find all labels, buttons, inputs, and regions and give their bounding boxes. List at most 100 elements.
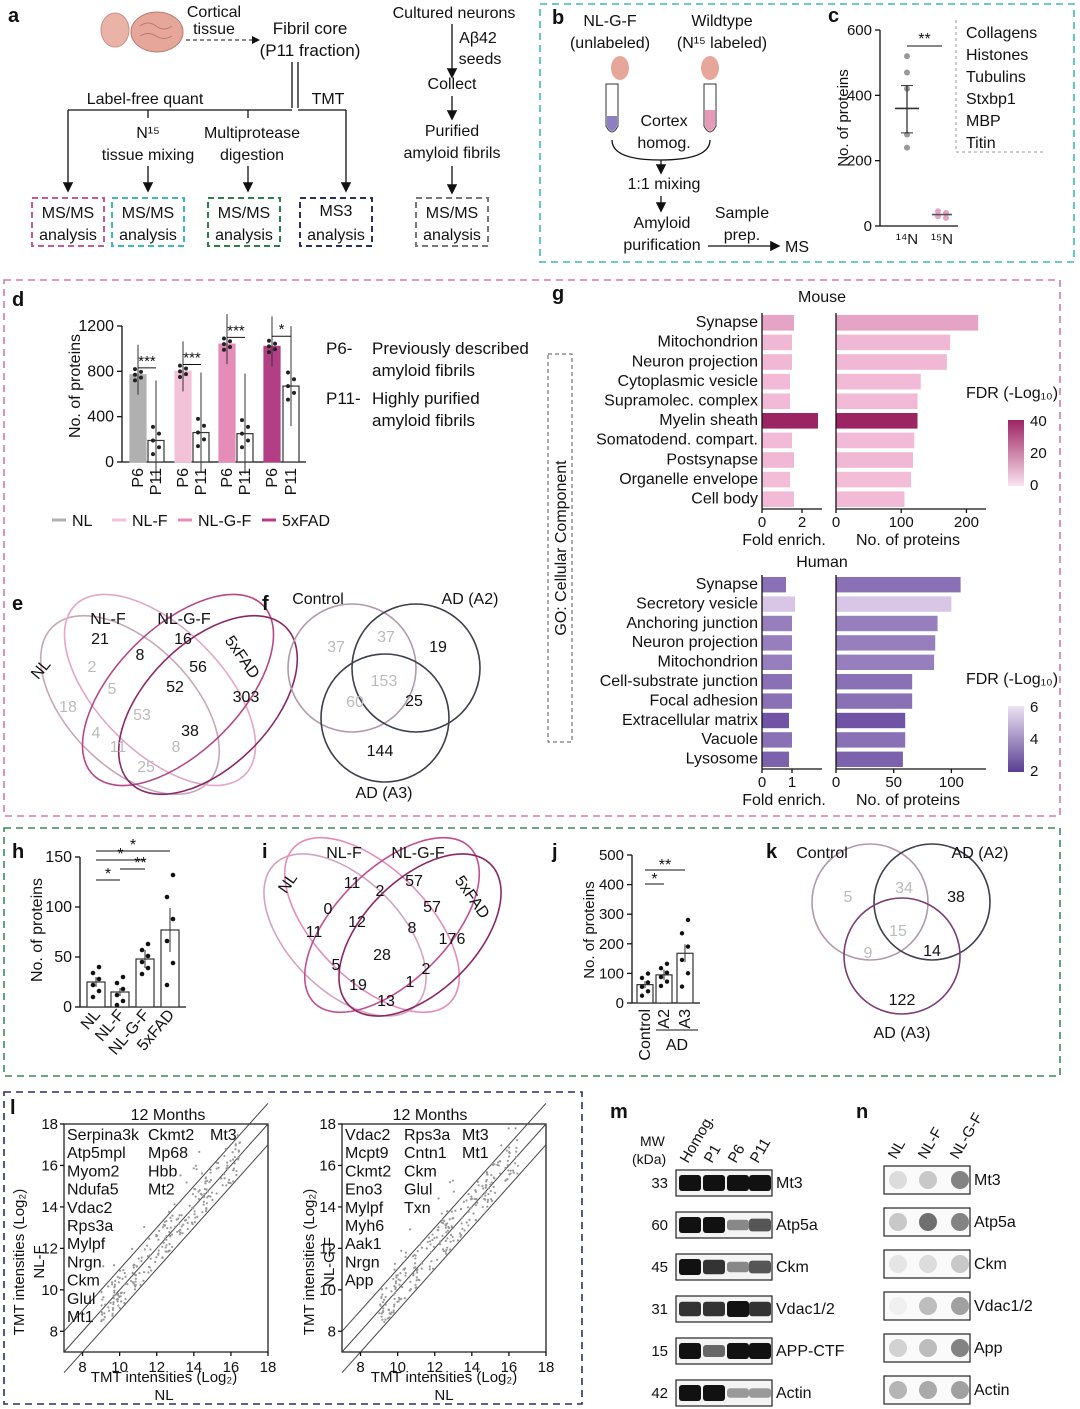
- h-point: [170, 872, 176, 878]
- l-point: [489, 1183, 492, 1186]
- venn-f-count: 25: [405, 693, 423, 710]
- l-point: [398, 1283, 401, 1286]
- n-protein-label: Atp5a: [974, 1214, 1016, 1231]
- j-point: [658, 974, 664, 980]
- d-point: [246, 438, 250, 443]
- l-point: [100, 1291, 103, 1294]
- n-dot: [951, 1213, 969, 1231]
- l-point: [449, 1240, 452, 1243]
- l-point: [187, 1216, 190, 1219]
- g-mouse-fold-bar: [762, 452, 794, 468]
- d-note-p6-line1: Previously described: [372, 339, 529, 358]
- m-band: [679, 1259, 701, 1275]
- l-point: [484, 1183, 488, 1186]
- l-point: [451, 1217, 454, 1220]
- j-point: [685, 917, 691, 923]
- l-gene-label: Myh6: [345, 1218, 384, 1235]
- l-point: [167, 1210, 171, 1213]
- label-free-label: Label-free quant: [87, 91, 204, 108]
- l-point: [123, 1302, 126, 1305]
- g-mouse-term: Neuron projection: [632, 353, 758, 370]
- m-band: [727, 1175, 749, 1191]
- l-point: [142, 1271, 146, 1274]
- n-lane-label: NL: [885, 1137, 909, 1162]
- n-dot: [919, 1171, 937, 1189]
- m-band: [679, 1385, 701, 1401]
- m-band: [703, 1175, 725, 1191]
- l-point: [113, 1283, 116, 1286]
- l-point: [515, 1146, 518, 1149]
- l-point: [484, 1194, 487, 1197]
- l-point: [414, 1266, 417, 1269]
- panel-label-d: d: [12, 289, 24, 311]
- l-ylabel-left-1: TMT intensities (Log₂): [11, 1189, 28, 1335]
- m-band: [727, 1343, 749, 1359]
- venn-f-a3: [320, 653, 450, 783]
- l-gene-label: Hbb: [148, 1163, 177, 1180]
- m-band: [703, 1217, 725, 1233]
- l-point: [107, 1309, 111, 1312]
- l-point: [435, 1236, 439, 1239]
- l-point: [484, 1198, 487, 1201]
- venn-i-label-nlf: NL-F: [326, 845, 362, 862]
- l-point: [220, 1137, 224, 1140]
- l-point: [448, 1218, 451, 1221]
- l-point: [474, 1219, 477, 1222]
- l-point: [412, 1272, 415, 1275]
- l-point: [498, 1160, 502, 1163]
- l-gene-label: Eno3: [345, 1182, 382, 1199]
- l-point: [381, 1293, 384, 1296]
- l-point: [134, 1280, 137, 1283]
- j-ytick-label: 300: [599, 906, 624, 923]
- h-point: [114, 992, 120, 998]
- d-note-p11-key: P11-: [326, 389, 361, 408]
- g-mouse-fold-bar: [762, 471, 790, 488]
- l-point: [392, 1293, 395, 1296]
- l-point: [497, 1164, 500, 1167]
- l-point: [115, 1293, 118, 1296]
- venn-i-count: 0: [324, 901, 333, 918]
- g-human-fold-bar: [762, 732, 792, 748]
- d-legend-label: NL-G-F: [198, 513, 252, 530]
- panel-label-f: f: [262, 593, 269, 615]
- l-point: [209, 1168, 212, 1171]
- l-point: [467, 1193, 470, 1196]
- l-point: [185, 1181, 188, 1184]
- j-point: [639, 975, 645, 981]
- m-band: [727, 1219, 749, 1231]
- l-point: [157, 1252, 160, 1255]
- l-point: [429, 1243, 432, 1246]
- g-mouse-term: Somatodend. compart.: [596, 432, 758, 449]
- n-protein-label: App: [974, 1340, 1003, 1357]
- d-point: [222, 342, 226, 347]
- l-point: [411, 1255, 415, 1258]
- l-point: [180, 1214, 183, 1217]
- h-point: [164, 982, 170, 988]
- l-point: [110, 1283, 114, 1286]
- l-point: [111, 1306, 115, 1310]
- h-point: [170, 916, 176, 922]
- g-fold-xlabel: Fold enrich.: [742, 532, 826, 549]
- section-d-g-frame: [3, 279, 1061, 817]
- venn-f-count: 19: [429, 639, 447, 656]
- h-point: [145, 953, 151, 959]
- g-mouse-term: Mitochondrion: [658, 334, 759, 351]
- l-point: [194, 1164, 197, 1167]
- venn-f-label-control: Control: [292, 591, 344, 608]
- l-point: [102, 1265, 105, 1268]
- venn-f-a2: [351, 603, 481, 733]
- m-band: [727, 1388, 749, 1398]
- g-mouse-term: Synapse: [696, 314, 758, 331]
- l-point: [194, 1195, 197, 1198]
- l-point: [487, 1192, 490, 1196]
- l-point: [210, 1191, 214, 1194]
- n15-labeled-label: (N¹⁵ labeled): [677, 35, 767, 52]
- l-point: [162, 1241, 165, 1244]
- m-band: [727, 1261, 749, 1273]
- l-point: [143, 1248, 146, 1251]
- g-human-count-bar: [836, 596, 952, 612]
- l-point: [109, 1301, 112, 1304]
- c-legend-item: MBP: [966, 113, 1001, 130]
- l-point: [404, 1251, 408, 1254]
- c-xtick-label: ¹⁴N: [896, 231, 918, 248]
